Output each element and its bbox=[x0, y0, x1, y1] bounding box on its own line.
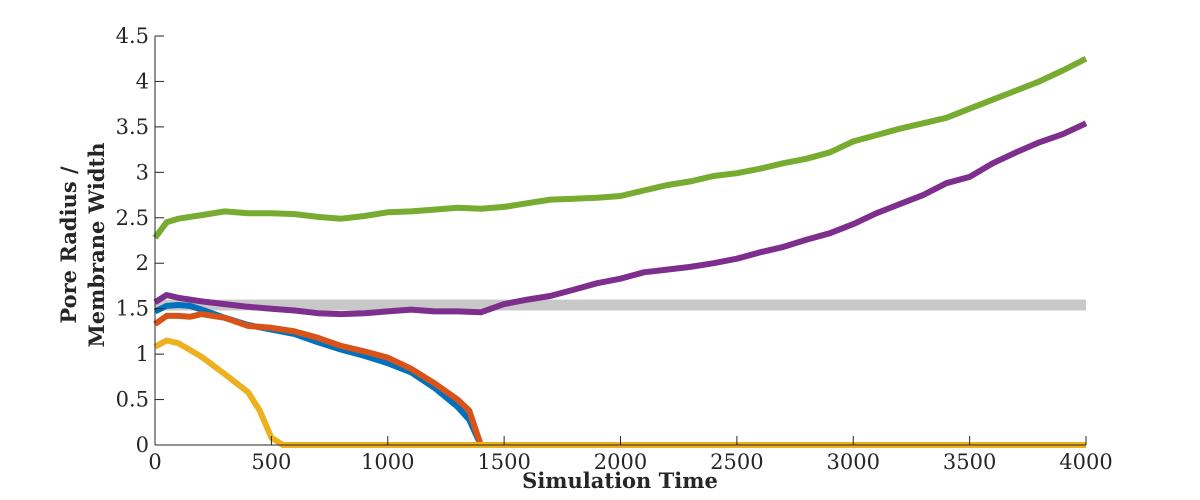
y-axis-title-line-2: Membrane Width bbox=[84, 143, 109, 348]
x-tick-label: 3000 bbox=[827, 450, 880, 474]
x-tick-label: 1000 bbox=[361, 450, 414, 474]
series-line-orange bbox=[153, 311, 484, 446]
y-tick-label: 2 bbox=[136, 251, 149, 275]
y-tick-label: 0.5 bbox=[116, 388, 149, 412]
x-tick-label: 2000 bbox=[594, 450, 647, 474]
y-tick-label: 1 bbox=[136, 342, 149, 366]
x-tick-label: 0 bbox=[148, 450, 161, 474]
reference-band bbox=[155, 299, 1086, 311]
series-line-purple bbox=[153, 120, 1088, 318]
series-layer bbox=[152, 56, 1088, 448]
x-axis-title: Simulation Time bbox=[522, 468, 718, 493]
series-line-green bbox=[152, 56, 1088, 240]
series-line-blue bbox=[153, 302, 484, 447]
y-tick-label: 2.5 bbox=[116, 206, 149, 230]
reference-band-layer bbox=[155, 299, 1086, 311]
y-tick-label: 0 bbox=[136, 433, 149, 457]
series-line-yellow bbox=[153, 337, 1086, 448]
x-tick-label: 1500 bbox=[477, 450, 530, 474]
axes-layer: 0 500 1000 1500 2000 2500 3000 3500 4000 0 0.5 1 1.5… bbox=[116, 24, 1113, 474]
x-tick-label: 2500 bbox=[710, 450, 763, 474]
y-tick-label: 4.5 bbox=[116, 24, 149, 48]
y-tick-label: 4 bbox=[136, 69, 149, 93]
x-tick-label: 4000 bbox=[1059, 450, 1112, 474]
x-tick-label: 500 bbox=[251, 450, 291, 474]
y-axis-title-line-1: Pore Radius / bbox=[56, 166, 81, 324]
x-tick-label: 3500 bbox=[943, 450, 996, 474]
y-tick-label: 3.5 bbox=[116, 115, 149, 139]
y-tick-label: 3 bbox=[136, 160, 149, 184]
y-tick-label: 1.5 bbox=[116, 297, 149, 321]
